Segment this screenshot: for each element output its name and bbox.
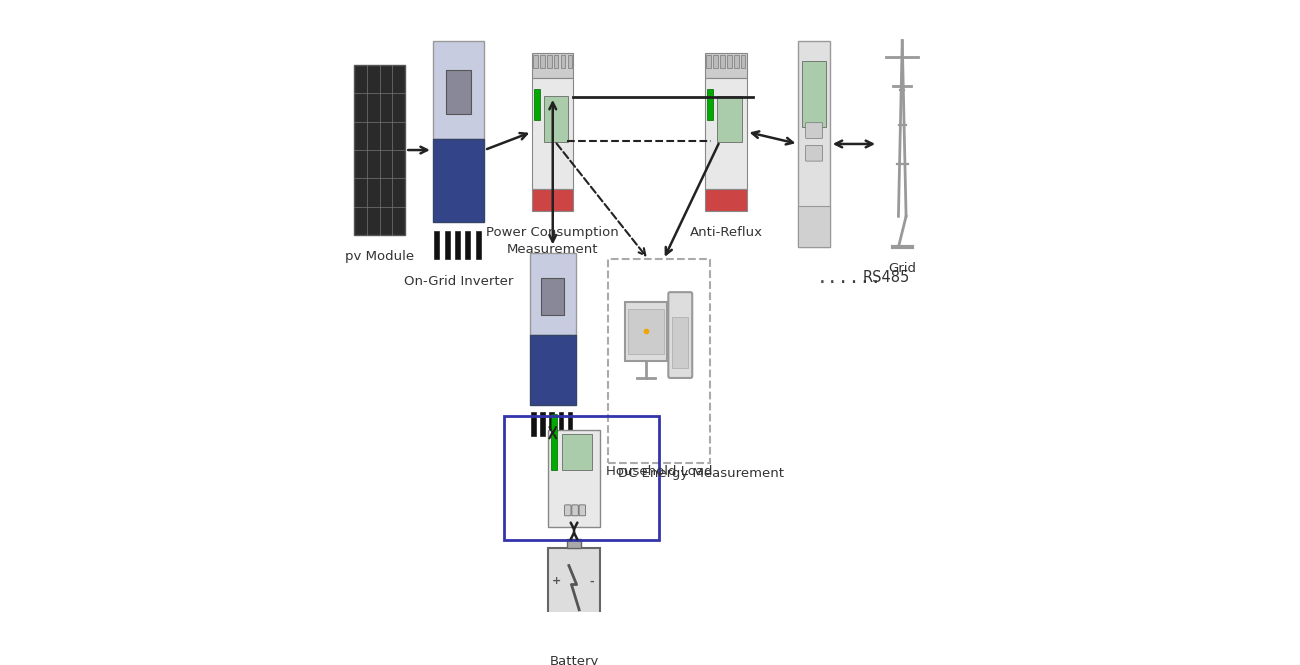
FancyBboxPatch shape [798, 206, 829, 247]
FancyBboxPatch shape [476, 231, 481, 259]
FancyBboxPatch shape [354, 65, 406, 235]
FancyBboxPatch shape [806, 146, 823, 161]
FancyBboxPatch shape [530, 335, 576, 405]
FancyBboxPatch shape [706, 53, 746, 78]
Text: Power Consumption
Measurement: Power Consumption Measurement [486, 226, 619, 256]
FancyBboxPatch shape [668, 292, 692, 378]
FancyBboxPatch shape [564, 505, 571, 516]
FancyBboxPatch shape [562, 434, 592, 471]
Text: -: - [590, 577, 594, 587]
Text: Battery: Battery [550, 654, 599, 665]
FancyBboxPatch shape [741, 55, 745, 68]
FancyBboxPatch shape [568, 55, 572, 68]
FancyBboxPatch shape [549, 548, 599, 627]
FancyBboxPatch shape [532, 412, 536, 436]
FancyBboxPatch shape [802, 61, 826, 128]
FancyBboxPatch shape [806, 122, 823, 138]
Text: DC Energy Measurement: DC Energy Measurement [618, 467, 784, 480]
FancyBboxPatch shape [798, 41, 829, 247]
FancyBboxPatch shape [727, 55, 732, 68]
Text: Grid: Grid [888, 263, 916, 275]
FancyBboxPatch shape [532, 53, 573, 78]
FancyBboxPatch shape [543, 96, 568, 142]
FancyBboxPatch shape [560, 55, 566, 68]
Text: ......: ...... [818, 269, 883, 287]
FancyBboxPatch shape [625, 302, 667, 361]
FancyBboxPatch shape [533, 55, 538, 68]
FancyBboxPatch shape [541, 278, 564, 315]
FancyBboxPatch shape [433, 41, 485, 139]
Text: On-Grid Inverter: On-Grid Inverter [404, 275, 514, 288]
FancyBboxPatch shape [628, 309, 664, 354]
Text: Anti-Reflux: Anti-Reflux [689, 226, 763, 239]
FancyBboxPatch shape [714, 55, 718, 68]
FancyBboxPatch shape [446, 70, 472, 114]
FancyBboxPatch shape [540, 55, 545, 68]
FancyBboxPatch shape [706, 55, 711, 68]
FancyBboxPatch shape [532, 189, 573, 211]
FancyBboxPatch shape [455, 231, 460, 259]
FancyBboxPatch shape [550, 412, 554, 436]
FancyBboxPatch shape [568, 412, 572, 436]
FancyBboxPatch shape [572, 505, 578, 516]
FancyBboxPatch shape [554, 55, 559, 68]
FancyBboxPatch shape [433, 139, 485, 222]
FancyBboxPatch shape [559, 412, 563, 436]
FancyBboxPatch shape [734, 55, 738, 68]
FancyBboxPatch shape [706, 189, 746, 211]
FancyBboxPatch shape [434, 231, 439, 259]
FancyBboxPatch shape [530, 253, 576, 335]
FancyBboxPatch shape [578, 505, 585, 516]
FancyBboxPatch shape [445, 231, 450, 259]
FancyBboxPatch shape [541, 412, 545, 436]
Text: +: + [552, 577, 562, 587]
Text: Household Load: Household Load [606, 465, 712, 478]
Text: pv Module: pv Module [344, 250, 415, 263]
FancyBboxPatch shape [716, 96, 742, 142]
FancyBboxPatch shape [707, 89, 712, 120]
FancyBboxPatch shape [534, 89, 540, 120]
FancyBboxPatch shape [720, 55, 725, 68]
FancyBboxPatch shape [706, 78, 746, 189]
FancyBboxPatch shape [532, 78, 573, 189]
FancyBboxPatch shape [549, 430, 599, 527]
FancyBboxPatch shape [672, 317, 689, 368]
Text: RS485: RS485 [863, 270, 910, 285]
FancyBboxPatch shape [567, 539, 581, 548]
FancyBboxPatch shape [547, 55, 551, 68]
FancyBboxPatch shape [551, 414, 558, 471]
FancyBboxPatch shape [465, 231, 471, 259]
